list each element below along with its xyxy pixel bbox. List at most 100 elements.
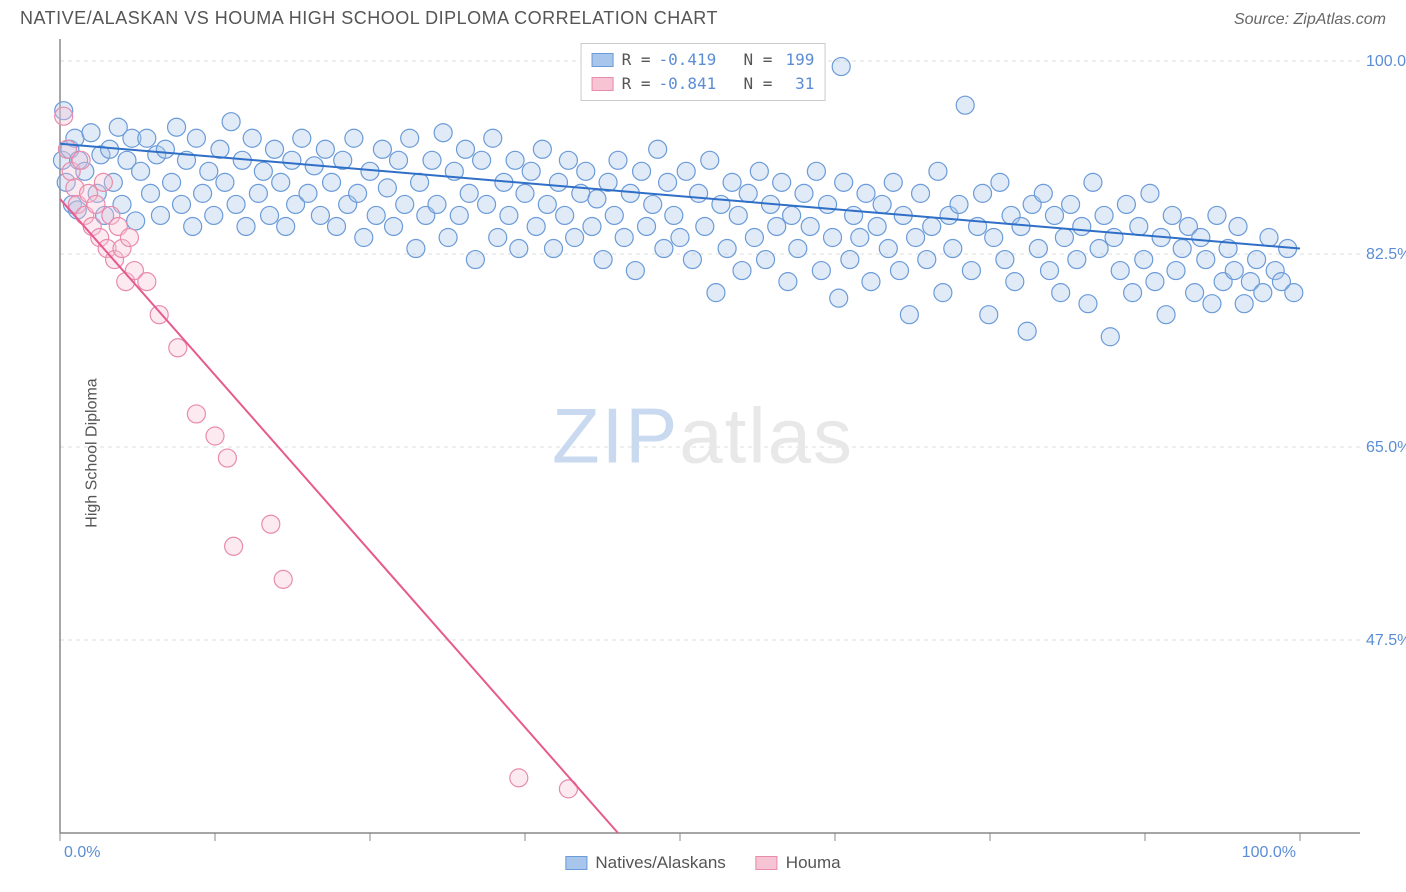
data-point <box>745 229 763 247</box>
data-point <box>1090 240 1108 258</box>
data-point <box>349 184 367 202</box>
y-tick-label: 100.0% <box>1366 53 1406 70</box>
data-point <box>396 195 414 213</box>
data-point <box>768 217 786 235</box>
data-point <box>200 162 218 180</box>
data-point <box>390 151 408 169</box>
data-point <box>206 427 224 445</box>
data-point <box>750 162 768 180</box>
data-point <box>996 251 1014 269</box>
data-point <box>533 140 551 158</box>
data-point <box>638 217 656 235</box>
data-point <box>283 151 301 169</box>
legend-bottom-item: Houma <box>756 853 841 873</box>
data-point <box>807 162 825 180</box>
data-point <box>1006 273 1024 291</box>
data-point <box>665 206 683 224</box>
y-tick-label: 47.5% <box>1366 632 1406 649</box>
legend-swatch <box>592 53 614 67</box>
data-point <box>150 306 168 324</box>
data-point <box>277 217 295 235</box>
legend-series-name: Natives/Alaskans <box>595 853 725 873</box>
data-point <box>439 229 457 247</box>
data-point <box>655 240 673 258</box>
data-point <box>980 306 998 324</box>
data-point <box>1052 284 1070 302</box>
data-point <box>510 240 528 258</box>
data-point <box>500 206 518 224</box>
data-point <box>1105 229 1123 247</box>
legend-n-value: 31 <box>780 72 814 96</box>
data-point <box>407 240 425 258</box>
data-point <box>609 151 627 169</box>
data-point <box>1079 295 1097 313</box>
data-point <box>985 229 1003 247</box>
data-point <box>227 195 245 213</box>
data-point <box>1285 284 1303 302</box>
data-point <box>355 229 373 247</box>
data-point <box>243 129 261 147</box>
data-point <box>729 206 747 224</box>
data-point <box>944 240 962 258</box>
data-point <box>1111 262 1129 280</box>
data-point <box>626 262 644 280</box>
data-point <box>830 289 848 307</box>
data-point <box>261 206 279 224</box>
data-point <box>671 229 689 247</box>
data-point <box>249 184 267 202</box>
data-point <box>868 217 886 235</box>
data-point <box>156 140 174 158</box>
y-tick-label: 82.5% <box>1366 246 1406 263</box>
data-point <box>1045 206 1063 224</box>
data-point <box>450 206 468 224</box>
data-point <box>216 173 234 191</box>
data-point <box>1254 284 1272 302</box>
data-point <box>506 151 524 169</box>
data-point <box>962 262 980 280</box>
data-point <box>890 262 908 280</box>
data-point <box>879 240 897 258</box>
data-point <box>1073 217 1091 235</box>
scatter-plot-svg: 47.5%65.0%82.5%100.0%0.0%100.0% <box>0 33 1406 873</box>
data-point <box>956 96 974 114</box>
data-point <box>378 179 396 197</box>
data-point <box>559 151 577 169</box>
data-point <box>218 449 236 467</box>
data-point <box>237 217 255 235</box>
data-point <box>824 229 842 247</box>
data-point <box>912 184 930 202</box>
data-point <box>701 151 719 169</box>
data-point <box>456 140 474 158</box>
data-point <box>87 195 105 213</box>
data-point <box>789 240 807 258</box>
data-point <box>677 162 695 180</box>
data-point <box>718 240 736 258</box>
data-point <box>138 273 156 291</box>
data-point <box>1062 195 1080 213</box>
data-point <box>773 173 791 191</box>
data-point <box>168 118 186 136</box>
legend-row: R = -0.841 N = 31 <box>592 72 815 96</box>
data-point <box>1041 262 1059 280</box>
data-point <box>1225 262 1243 280</box>
data-point <box>345 129 363 147</box>
data-point <box>211 140 229 158</box>
data-point <box>605 206 623 224</box>
data-point <box>583 217 601 235</box>
data-point <box>835 173 853 191</box>
data-point <box>1163 206 1181 224</box>
data-point <box>1034 184 1052 202</box>
data-point <box>566 229 584 247</box>
data-point <box>194 184 212 202</box>
data-point <box>783 206 801 224</box>
data-point <box>187 405 205 423</box>
data-point <box>460 184 478 202</box>
data-point <box>222 113 240 131</box>
data-point <box>516 184 534 202</box>
data-point <box>549 173 567 191</box>
data-point <box>94 173 112 191</box>
data-point <box>385 217 403 235</box>
data-point <box>1186 284 1204 302</box>
data-point <box>522 162 540 180</box>
data-point <box>884 173 902 191</box>
